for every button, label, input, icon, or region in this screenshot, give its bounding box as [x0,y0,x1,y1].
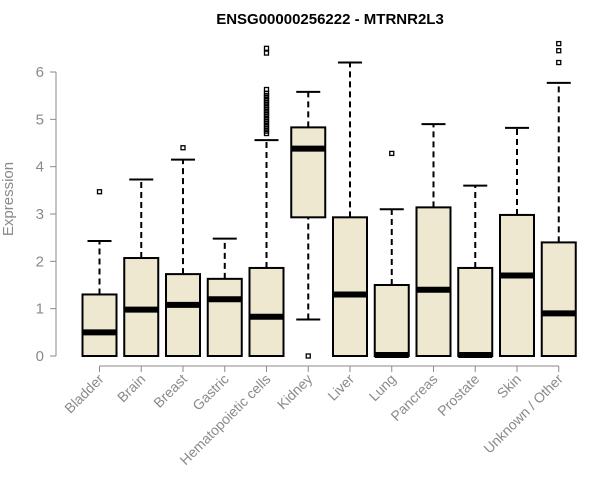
outlier-point [96,189,103,195]
box-iqr [332,216,368,357]
y-tick-label: 4 [36,159,44,176]
outlier-point [389,150,395,157]
x-tick-label: Brain [114,371,148,405]
outlier-point [556,59,562,66]
box-iqr [415,206,452,357]
box-iqr [81,293,118,358]
x-tick-label: Kidney [274,371,316,413]
x-tick-label: Skin [494,371,525,402]
box-bladder [81,189,118,358]
y-tick-label: 3 [36,206,44,223]
outlier-point [556,48,562,54]
box-kidney [290,90,327,359]
y-axis-label: Expression [0,162,17,236]
box-iqr [499,213,535,357]
y-tick-label: 5 [36,111,44,128]
y-tick-label: 0 [36,348,44,365]
box-unknown-other [540,40,577,357]
chart-title: ENSG00000256222 - MTRNR2L3 [216,11,444,28]
outlier-point [263,50,270,56]
y-tick-label: 6 [36,64,44,81]
x-tick-label: Prostate [434,371,482,419]
box-iqr [290,126,327,219]
box-iqr [373,284,410,357]
box-lung [373,150,410,359]
x-tick-label: Unknown / Other [480,371,566,457]
y-tick-label: 2 [36,253,44,270]
outlier-point [263,86,270,93]
box-prostate [457,184,494,359]
x-tick-label: Bladder [61,371,107,417]
box-group [81,40,577,359]
box-liver [332,61,368,357]
box-iqr [206,277,243,358]
outlier-point [180,145,186,151]
y-axis: 0 1 2 3 4 5 6 [36,64,57,365]
box-breast [165,145,201,358]
box-iqr [165,273,201,358]
x-tick-label: Liver [324,371,357,404]
outlier-point [305,353,311,359]
y-tick-label: 1 [36,301,44,318]
box-brain [123,178,160,357]
box-skin [499,126,535,357]
box-gastric [206,237,243,358]
x-tick-label: Breast [150,371,190,411]
box-iqr [457,266,494,357]
box-iqr [540,241,577,357]
box-iqr [248,266,285,357]
outlier-point [263,45,270,51]
box-pancreas [415,123,452,357]
x-tick-label: Lung [366,371,399,404]
box-hematopoietic-cells [248,45,285,357]
outlier-point [556,40,562,47]
